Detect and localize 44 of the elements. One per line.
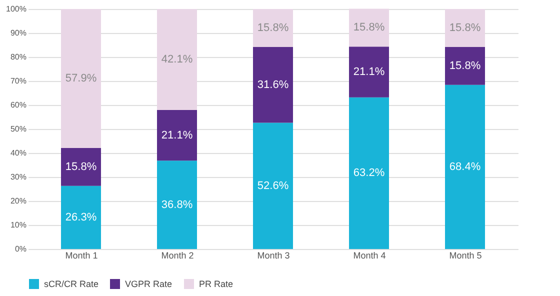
data-label: 68.4% <box>449 160 481 173</box>
x-tick-label: Month 1 <box>65 250 98 260</box>
data-label: 21.1% <box>353 66 385 78</box>
bar <box>61 186 101 249</box>
y-tick-label: 40% <box>10 148 26 158</box>
data-label: 63.2% <box>353 167 385 180</box>
legend-label: VGPR Rate <box>125 279 172 289</box>
data-label: 15.8% <box>449 22 481 34</box>
y-tick-label: 80% <box>10 52 26 62</box>
y-tick-label: 0% <box>14 244 26 254</box>
data-label: 52.6% <box>257 180 289 192</box>
y-tick-label: 90% <box>10 28 26 38</box>
bar <box>445 84 485 249</box>
y-tick-label: 70% <box>10 76 26 86</box>
x-tick-label: Month 5 <box>449 250 482 260</box>
data-label: 15.8% <box>65 160 97 173</box>
data-label: 36.8% <box>161 198 193 211</box>
data-label: 15.8% <box>257 22 289 34</box>
bar <box>157 110 197 161</box>
y-tick-label: 20% <box>10 196 26 206</box>
data-label: 57.9% <box>65 72 97 84</box>
y-tick-label: 50% <box>10 124 26 134</box>
x-tick-label: Month 4 <box>353 250 386 260</box>
data-label: 15.8% <box>449 60 481 72</box>
bar <box>349 97 389 249</box>
data-label: 26.3% <box>65 211 97 224</box>
legend-label: PR Rate <box>199 279 234 289</box>
x-tick-label: Month 3 <box>257 250 290 260</box>
bar <box>157 160 197 249</box>
bar <box>349 46 389 98</box>
data-label: 21.1% <box>161 129 193 142</box>
x-tick-label: Month 2 <box>161 250 194 260</box>
y-tick-label: 30% <box>10 172 26 182</box>
data-label: 15.8% <box>353 22 385 34</box>
bar <box>445 46 485 85</box>
y-tick-label: 60% <box>10 100 26 110</box>
data-label: 31.6% <box>257 78 289 91</box>
legend-label: sCR/CR Rate <box>44 279 99 289</box>
y-tick-label: 10% <box>10 220 26 230</box>
bar <box>253 46 293 123</box>
y-tick-label: 100% <box>6 4 26 14</box>
data-label: 42.1% <box>161 54 193 66</box>
bar <box>253 122 293 249</box>
bar <box>61 148 101 186</box>
